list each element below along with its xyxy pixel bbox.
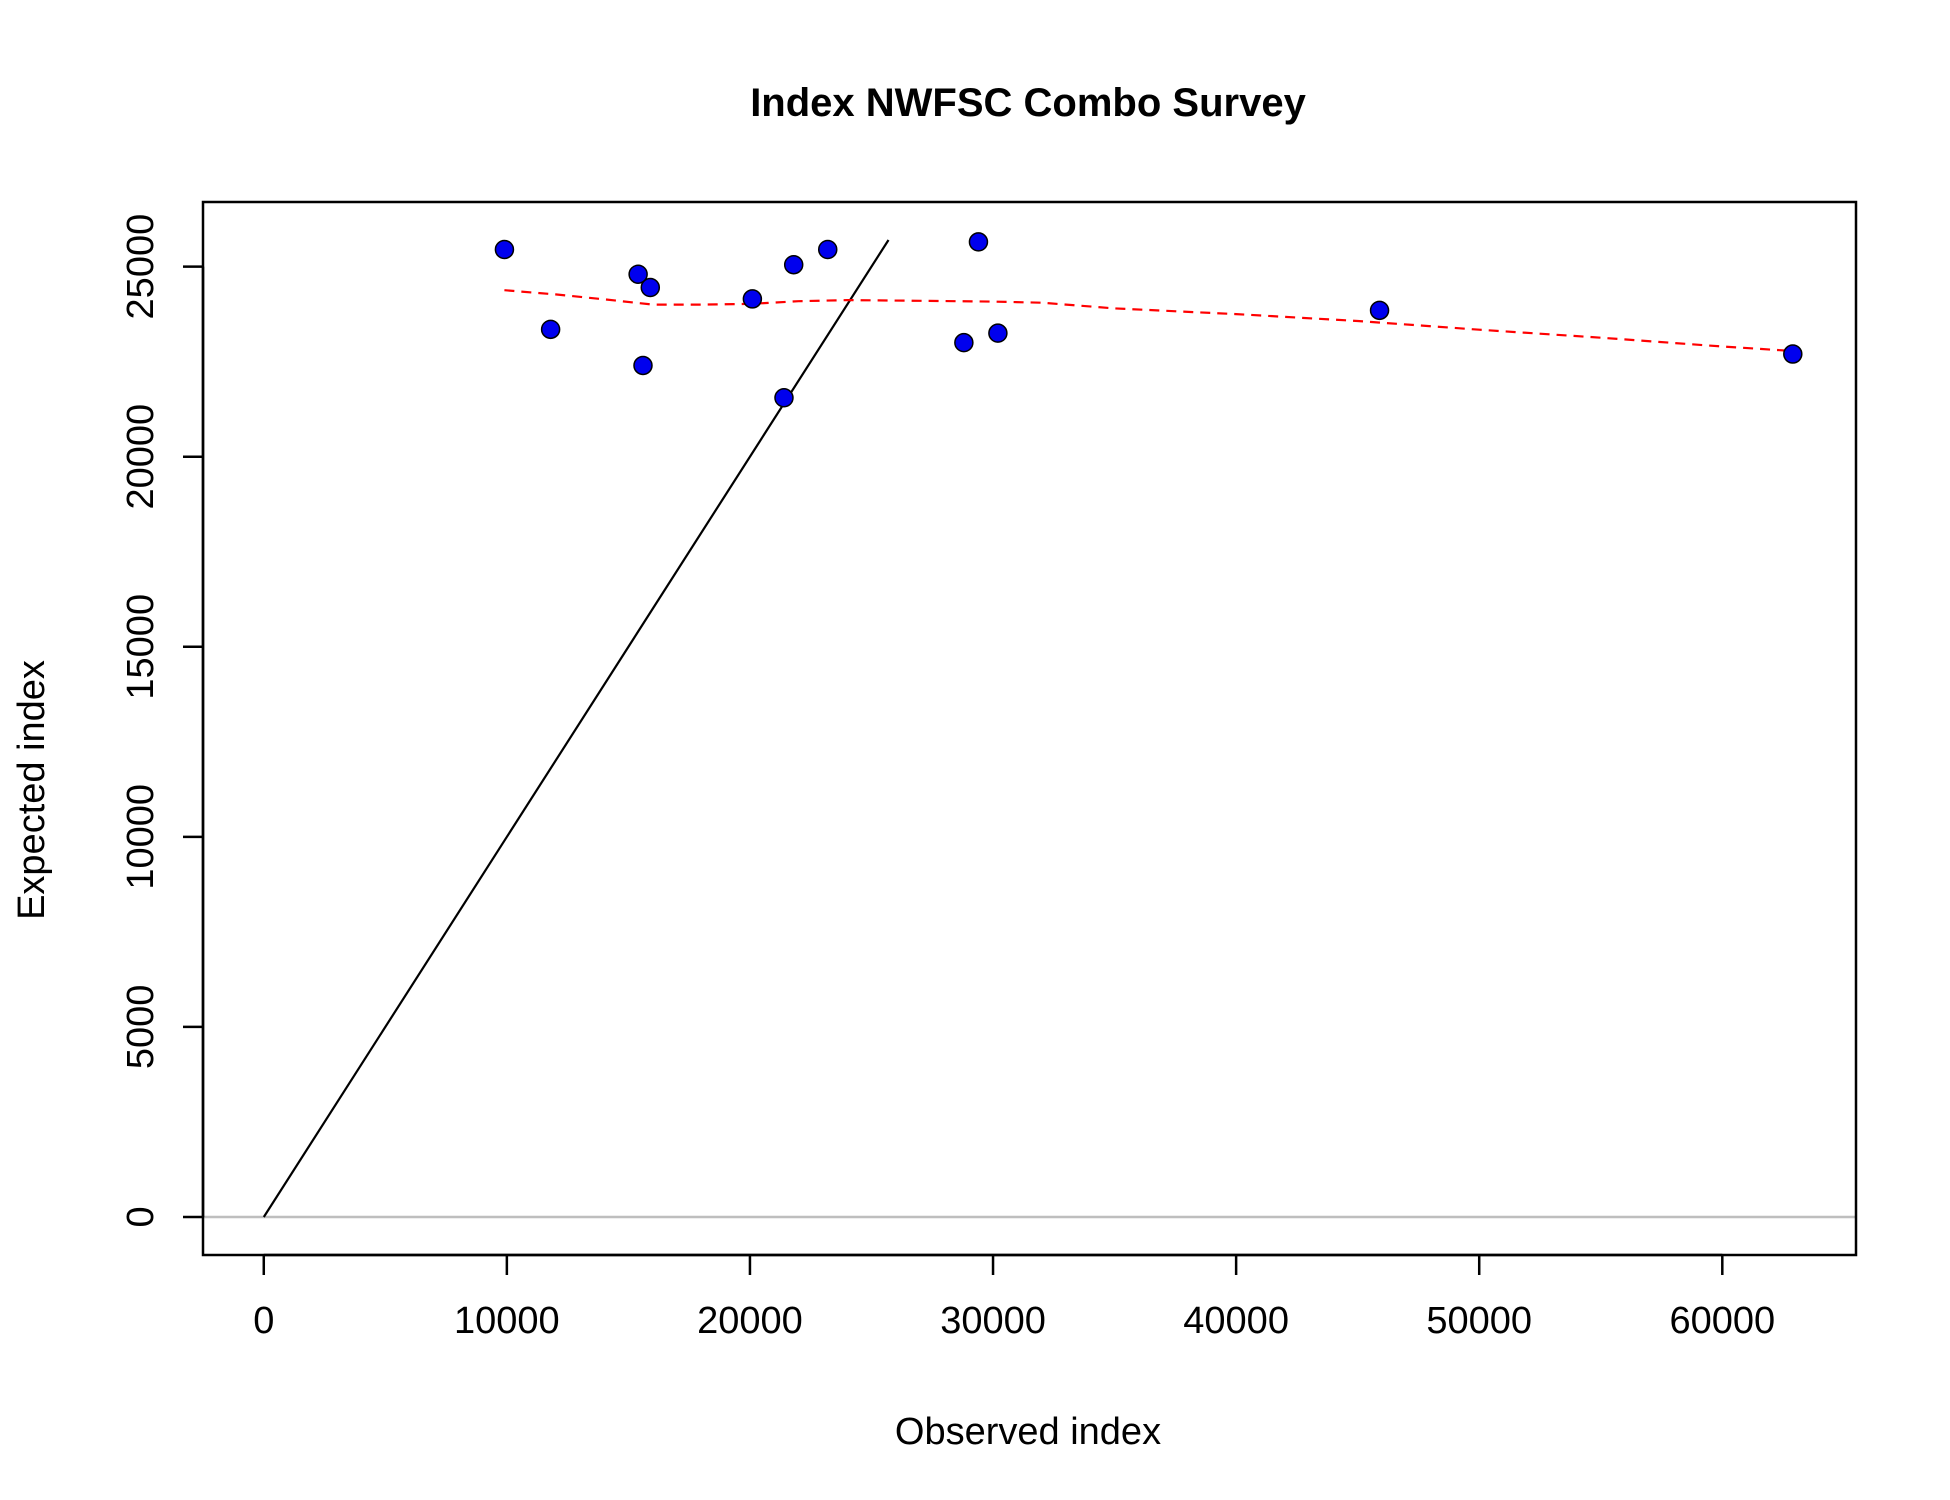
data-point [988, 323, 1008, 343]
data-points-group [494, 232, 1803, 408]
data-point [628, 264, 648, 284]
x-axis-label: Observed index [895, 1411, 1161, 1453]
y-axis-label: Expected index [11, 660, 53, 920]
x-tick-label: 50000 [1426, 1300, 1532, 1342]
y-tick-label: 10000 [120, 784, 162, 890]
data-point [968, 232, 989, 252]
smoother-line-group [504, 289, 1793, 353]
data-point [494, 239, 515, 260]
chart-title: Index NWFSC Combo Survey [750, 81, 1306, 125]
x-tick-label: 20000 [697, 1300, 803, 1342]
x-tick-label: 0 [253, 1300, 274, 1342]
y-tick-label: 5000 [120, 985, 162, 1070]
data-point [783, 254, 804, 275]
data-point [742, 289, 763, 309]
data-point [633, 355, 653, 376]
x-tick-label: 40000 [1183, 1300, 1289, 1342]
x-axis: 0 10000 20000 30000 40000 50000 60000 [253, 1253, 1775, 1342]
plot-frame [201, 200, 1858, 1257]
y-axis: 0 5000 10000 15000 20000 25000 [120, 214, 205, 1228]
data-point [817, 239, 838, 260]
identity-line-group [262, 239, 890, 1218]
data-point [954, 332, 974, 353]
smoother-line [504, 289, 1793, 353]
data-point [1783, 344, 1803, 364]
data-point [540, 319, 561, 340]
data-point [774, 388, 794, 408]
y-tick-label: 20000 [120, 404, 162, 510]
x-tick-label: 10000 [454, 1300, 560, 1342]
y-tick-label: 25000 [120, 214, 162, 320]
x-tick-label: 30000 [940, 1300, 1046, 1342]
x-tick-label: 60000 [1669, 1300, 1775, 1342]
y-tick-label: 15000 [120, 594, 162, 700]
identity-line [262, 239, 890, 1218]
data-point [1369, 300, 1390, 321]
y-tick-label: 0 [120, 1206, 162, 1227]
data-point [640, 277, 661, 298]
